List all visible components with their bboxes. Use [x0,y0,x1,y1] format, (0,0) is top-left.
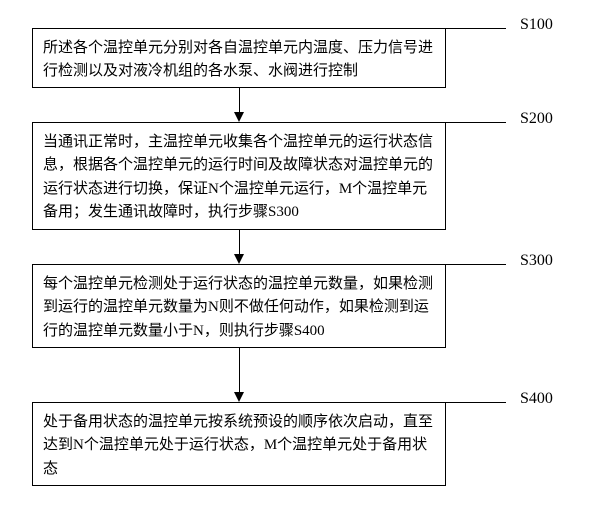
step-box-s400: 处于备用状态的温控单元按系统预设的顺序依次启动，直至达到N个温控单元处于运行状态… [32,402,446,486]
label-s100: S100 [520,16,553,34]
arrowhead-s300-s400 [234,392,244,402]
label-s200: S200 [520,110,553,128]
step-box-s300: 每个温控单元检测处于运行状态的温控单元数量，如果检测到运行的温控单元数量为N则不… [32,264,446,348]
label-s400: S400 [520,390,553,408]
step-text-s100: 所述各个温控单元分别对各自温控单元内温度、压力信号进行检测以及对液冷机组的各水泵… [43,40,433,79]
step-box-s200: 当通讯正常时，主温控单元收集各个温控单元的运行状态信息，根据各个温控单元的运行时… [32,122,446,230]
leader-s400 [446,402,506,403]
label-s300: S300 [520,252,553,270]
arrowhead-s100-s200 [234,112,244,122]
flowchart-canvas: 所述各个温控单元分别对各自温控单元内温度、压力信号进行检测以及对液冷机组的各水泵… [0,0,598,518]
step-text-s300: 每个温控单元检测处于运行状态的温控单元数量，如果检测到运行的温控单元数量为N则不… [43,276,433,339]
leader-s100 [446,28,506,29]
arrowhead-s200-s300 [234,254,244,264]
arrow-s100-s200 [239,88,240,112]
step-box-s100: 所述各个温控单元分别对各自温控单元内温度、压力信号进行检测以及对液冷机组的各水泵… [32,28,446,88]
arrow-s300-s400 [239,348,240,392]
leader-s200 [446,122,506,123]
step-text-s400: 处于备用状态的温控单元按系统预设的顺序依次启动，直至达到N个温控单元处于运行状态… [43,414,433,477]
arrow-s200-s300 [239,230,240,254]
step-text-s200: 当通讯正常时，主温控单元收集各个温控单元的运行状态信息，根据各个温控单元的运行时… [43,134,433,220]
leader-s300 [446,264,506,265]
